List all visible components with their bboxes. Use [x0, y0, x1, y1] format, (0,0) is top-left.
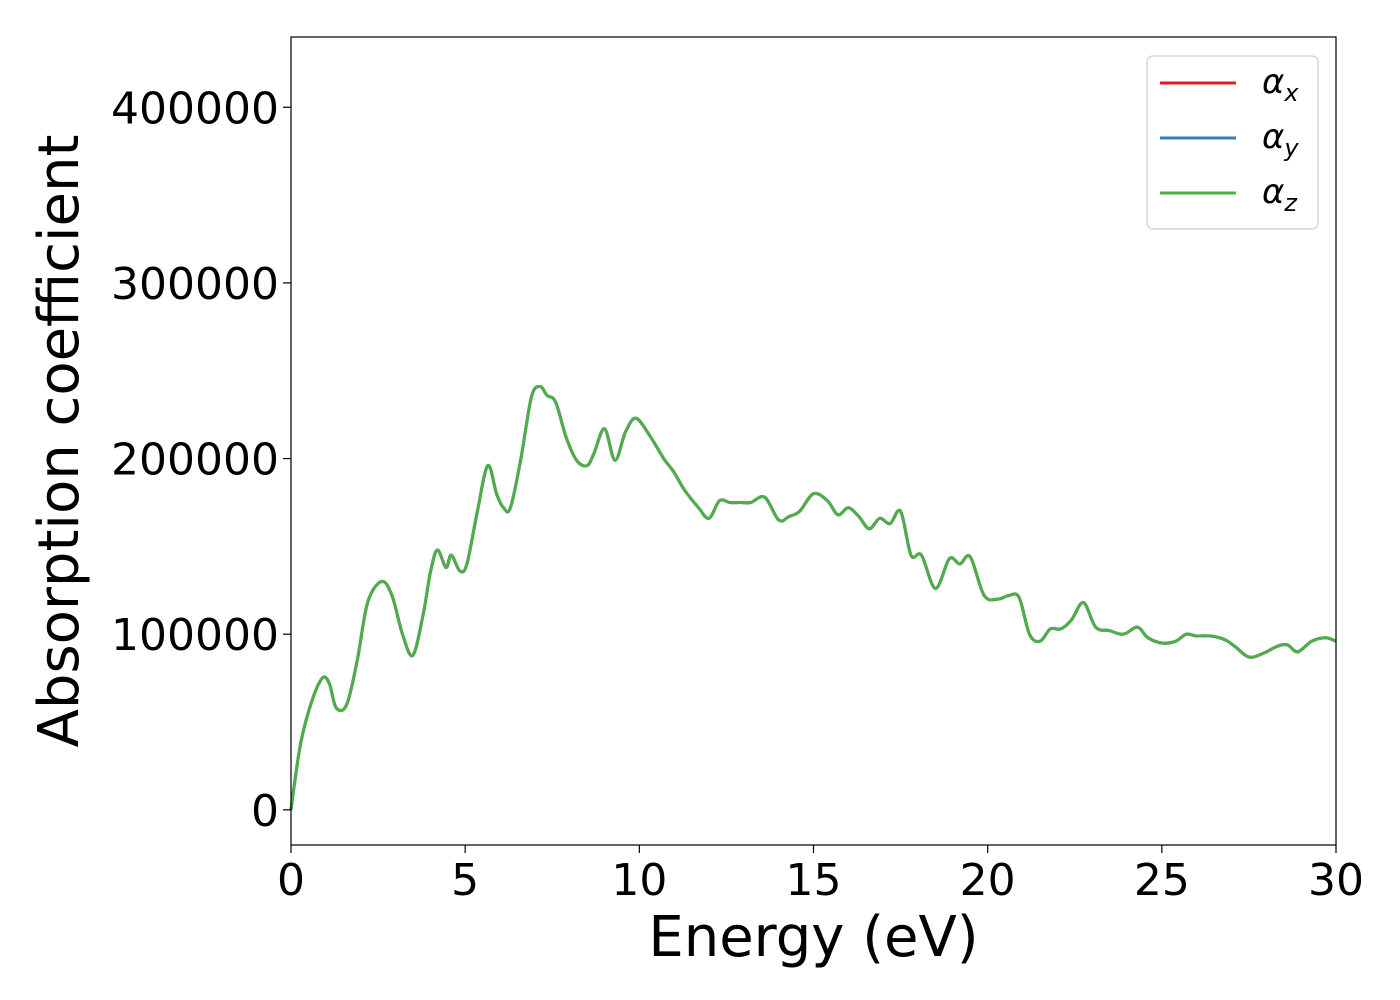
legend-box — [1146, 55, 1319, 230]
legend-label-y: αy — [1262, 117, 1299, 162]
y-tick-label: 200000 — [111, 435, 279, 486]
x-axis-ticks: 0 5 10 15 20 25 30 — [277, 845, 1364, 906]
y-axis-title: Absorption coefficient — [27, 135, 92, 748]
legend: αx αy αz — [1146, 55, 1319, 230]
x-tick-label: 5 — [451, 855, 479, 906]
legend-label-z: αz — [1262, 172, 1298, 217]
x-tick-label: 15 — [786, 855, 842, 906]
y-tick-label: 400000 — [111, 83, 279, 134]
series-line-x — [289, 385, 1337, 811]
series-line-z — [289, 385, 1337, 811]
x-tick-label: 20 — [960, 855, 1016, 906]
x-tick-label: 25 — [1134, 855, 1190, 906]
y-tick-label: 0 — [251, 786, 279, 837]
series-lines — [289, 385, 1337, 811]
y-tick-label: 300000 — [111, 259, 279, 310]
x-tick-label: 10 — [611, 855, 667, 906]
series-line-y — [289, 385, 1337, 811]
x-tick-label: 0 — [277, 855, 305, 906]
x-axis-title: Energy (eV) — [648, 905, 978, 970]
y-tick-label: 100000 — [111, 610, 279, 661]
x-tick-label: 30 — [1308, 855, 1364, 906]
y-axis-ticks: 0 100000 200000 300000 400000 — [111, 83, 291, 837]
legend-label-x: αx — [1262, 62, 1299, 107]
